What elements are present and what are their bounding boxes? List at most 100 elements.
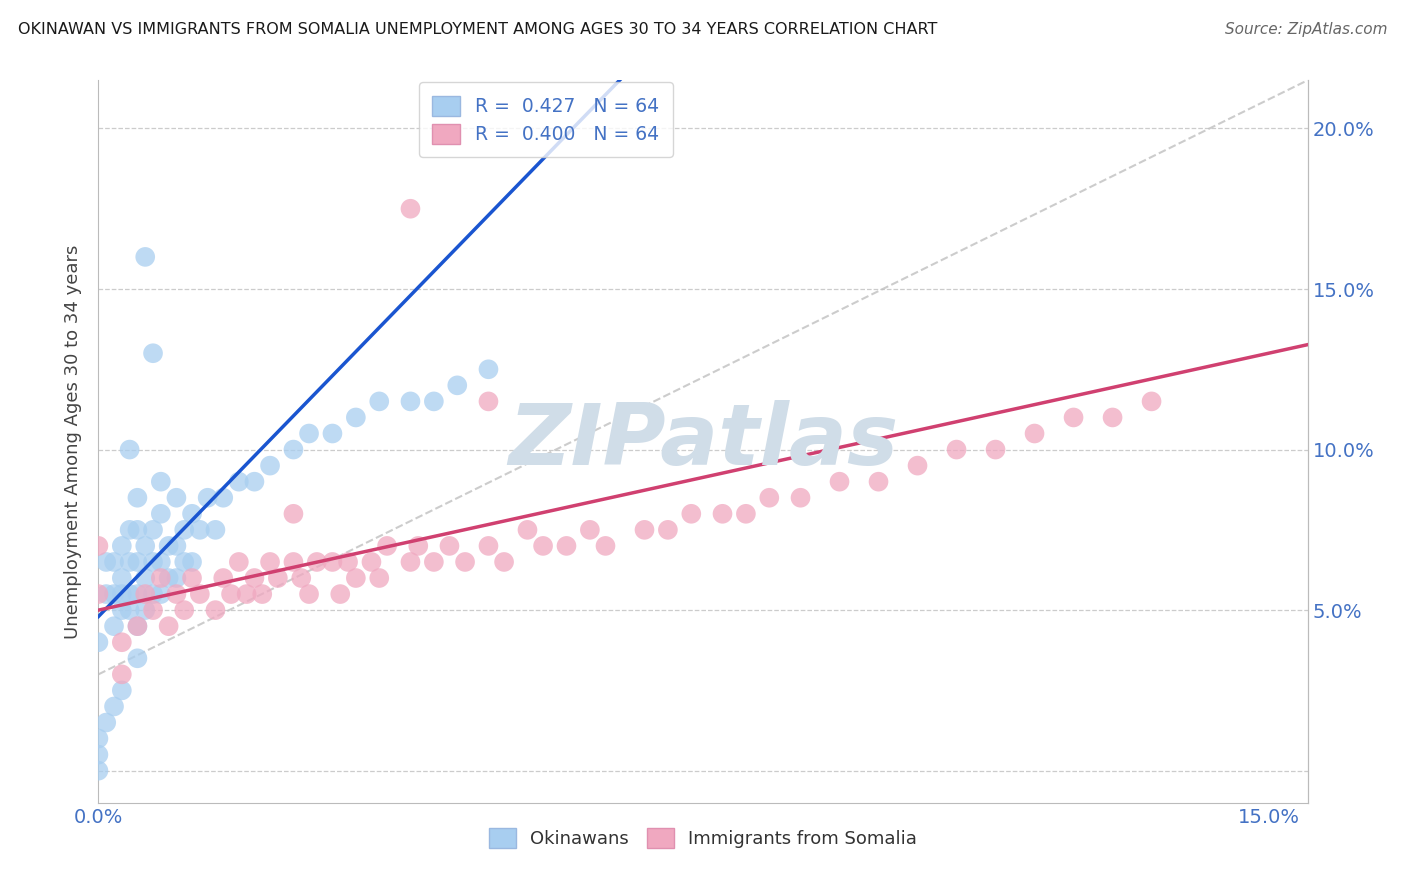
Point xyxy=(1024,426,1046,441)
Point xyxy=(157,539,180,553)
Point xyxy=(212,491,235,505)
Point xyxy=(243,571,266,585)
Point xyxy=(142,523,165,537)
Point xyxy=(321,426,343,441)
Point xyxy=(188,523,211,537)
Point xyxy=(87,764,110,778)
Point xyxy=(165,539,187,553)
Point xyxy=(149,475,172,489)
Point xyxy=(259,555,281,569)
Point xyxy=(789,491,811,505)
Point xyxy=(423,394,446,409)
Point xyxy=(197,491,219,505)
Point xyxy=(907,458,929,473)
Point xyxy=(399,394,422,409)
Point xyxy=(165,587,187,601)
Point xyxy=(945,442,967,457)
Point xyxy=(329,587,352,601)
Point xyxy=(134,587,156,601)
Point xyxy=(344,410,367,425)
Point xyxy=(283,442,305,457)
Point xyxy=(111,603,134,617)
Point xyxy=(368,394,391,409)
Point xyxy=(157,571,180,585)
Point xyxy=(1101,410,1123,425)
Point xyxy=(1140,394,1163,409)
Point xyxy=(477,539,499,553)
Point xyxy=(87,539,110,553)
Point xyxy=(142,346,165,360)
Point xyxy=(142,555,165,569)
Point xyxy=(267,571,290,585)
Point xyxy=(165,571,187,585)
Point xyxy=(283,555,305,569)
Point xyxy=(204,523,226,537)
Point xyxy=(149,587,172,601)
Point xyxy=(134,571,156,585)
Point xyxy=(96,555,118,569)
Point xyxy=(118,603,141,617)
Point xyxy=(111,571,134,585)
Point xyxy=(375,539,398,553)
Point xyxy=(681,507,703,521)
Point xyxy=(579,523,602,537)
Point xyxy=(96,715,118,730)
Point xyxy=(165,491,187,505)
Point xyxy=(142,587,165,601)
Point xyxy=(219,587,242,601)
Point xyxy=(235,587,257,601)
Point xyxy=(173,555,195,569)
Point xyxy=(298,426,321,441)
Point xyxy=(134,250,156,264)
Point xyxy=(446,378,468,392)
Point xyxy=(181,571,204,585)
Point xyxy=(290,571,312,585)
Point xyxy=(111,587,134,601)
Text: OKINAWAN VS IMMIGRANTS FROM SOMALIA UNEMPLOYMENT AMONG AGES 30 TO 34 YEARS CORRE: OKINAWAN VS IMMIGRANTS FROM SOMALIA UNEM… xyxy=(18,22,938,37)
Point xyxy=(149,507,172,521)
Point xyxy=(118,555,141,569)
Point xyxy=(321,555,343,569)
Point xyxy=(127,491,149,505)
Point xyxy=(252,587,274,601)
Point xyxy=(828,475,851,489)
Point xyxy=(103,619,125,633)
Point xyxy=(555,539,578,553)
Point xyxy=(111,683,134,698)
Point xyxy=(423,555,446,569)
Point xyxy=(149,555,172,569)
Point xyxy=(406,539,429,553)
Point xyxy=(1063,410,1085,425)
Point xyxy=(103,555,125,569)
Point xyxy=(868,475,890,489)
Point xyxy=(439,539,461,553)
Point xyxy=(259,458,281,473)
Point xyxy=(181,507,204,521)
Point xyxy=(87,731,110,746)
Point xyxy=(657,523,679,537)
Point xyxy=(283,507,305,521)
Point xyxy=(134,539,156,553)
Point xyxy=(111,635,134,649)
Point xyxy=(127,587,149,601)
Point xyxy=(711,507,734,521)
Point xyxy=(111,667,134,681)
Point xyxy=(173,523,195,537)
Point xyxy=(127,651,149,665)
Point xyxy=(134,603,156,617)
Point xyxy=(212,571,235,585)
Point xyxy=(188,587,211,601)
Point xyxy=(87,635,110,649)
Point xyxy=(127,619,149,633)
Point xyxy=(87,747,110,762)
Point xyxy=(454,555,477,569)
Point xyxy=(516,523,538,537)
Point xyxy=(118,442,141,457)
Point xyxy=(103,587,125,601)
Point xyxy=(127,555,149,569)
Point xyxy=(531,539,554,553)
Point xyxy=(142,603,165,617)
Point xyxy=(204,603,226,617)
Point xyxy=(181,555,204,569)
Point xyxy=(149,571,172,585)
